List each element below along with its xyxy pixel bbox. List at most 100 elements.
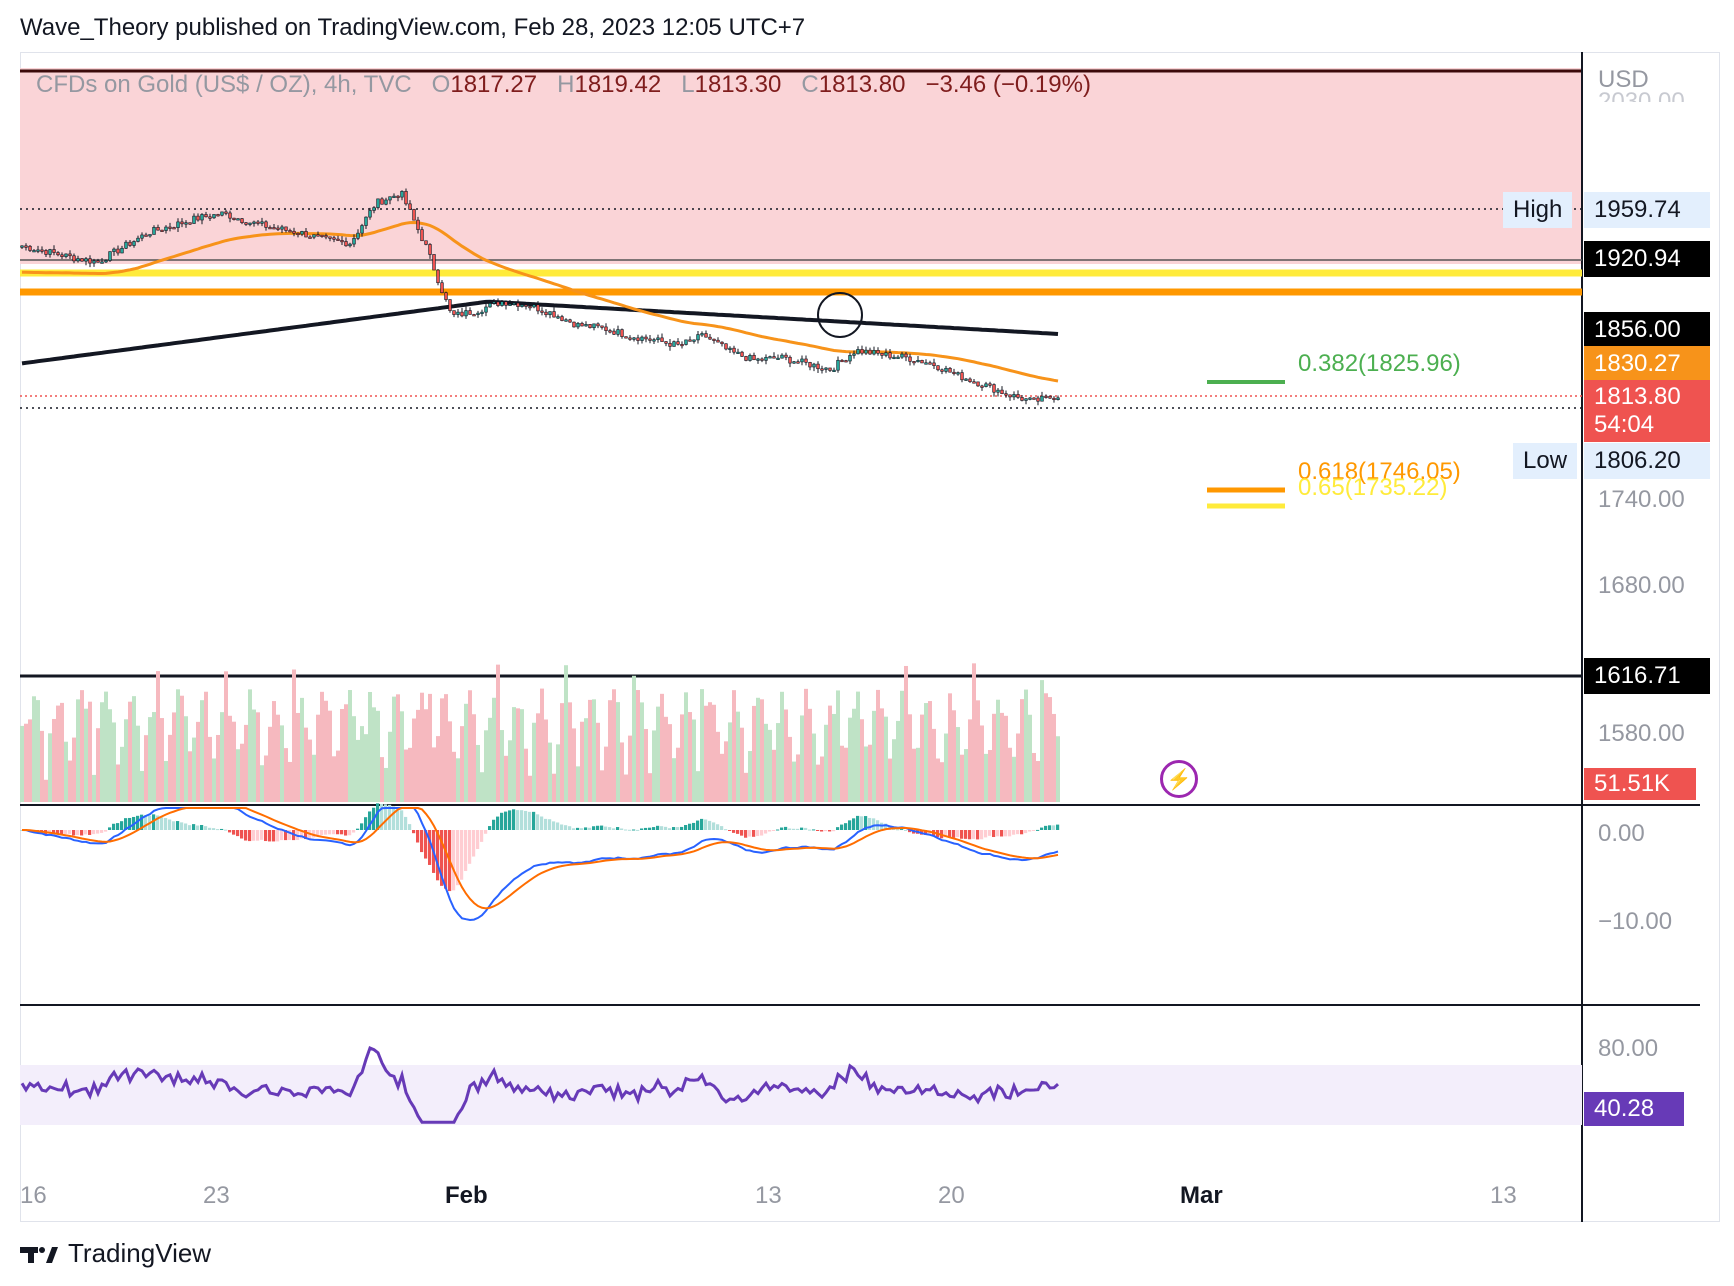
volume-bar — [368, 691, 372, 802]
macd-hist-bar — [416, 830, 420, 843]
candle-body — [972, 381, 976, 384]
candle-body — [608, 330, 612, 333]
candle-body — [292, 230, 296, 234]
macd-hist-bar — [188, 825, 192, 830]
macd-hist-bar — [376, 803, 380, 830]
volume-tag: 51.51K — [1584, 768, 1696, 800]
volume-bar — [160, 718, 164, 802]
candle-body — [696, 334, 700, 341]
time-tick-23: 23 — [203, 1182, 230, 1209]
volume-bar — [32, 696, 36, 802]
candle-body — [668, 342, 672, 347]
candle-body — [284, 226, 288, 231]
low-value-tag: 1806.20 — [1584, 443, 1710, 479]
candle-body — [596, 323, 600, 327]
macd-hist-bar — [500, 812, 504, 830]
macd-hist-bar — [48, 830, 52, 834]
candle-body — [464, 310, 468, 317]
macd-hist-bar — [692, 822, 696, 830]
volume-bar — [164, 761, 168, 802]
candle-body — [1048, 395, 1052, 399]
candle-body — [816, 363, 820, 370]
volume-bar — [804, 688, 808, 802]
candle-body — [252, 221, 256, 224]
volume-bar — [772, 749, 776, 802]
macd-hist-bar — [832, 830, 836, 832]
macd-hist-bar — [1024, 830, 1028, 834]
candle-body — [620, 329, 624, 337]
lightning-icon[interactable]: ⚡ — [1160, 760, 1198, 798]
volume-bar — [880, 708, 884, 802]
volume-bar — [40, 730, 44, 802]
volume-bar — [600, 770, 604, 802]
volume-bar — [920, 714, 924, 802]
macd-hist-bar — [472, 830, 476, 857]
macd-hist-bar — [740, 830, 744, 836]
volume-bar — [376, 710, 380, 802]
tradingview-logo[interactable]: TradingView — [20, 1238, 211, 1269]
candle-body — [288, 230, 292, 233]
macd-hist-bar — [572, 828, 576, 830]
macd-hist-bar — [612, 828, 616, 830]
volume-bar — [896, 720, 900, 802]
volume-bar — [208, 736, 212, 802]
currency-label[interactable]: USD — [1598, 66, 1649, 93]
candle-body — [1008, 394, 1012, 398]
macd-hist-bar — [728, 830, 732, 831]
macd-hist-bar — [488, 826, 492, 830]
volume-bar — [852, 708, 856, 802]
candle-body — [920, 359, 924, 364]
volume-bar — [64, 741, 68, 802]
cross-circle — [817, 292, 863, 338]
candle-body — [804, 358, 808, 363]
volume-bar — [308, 739, 312, 802]
fib-65-label: 0.65(1735.22) — [1298, 474, 1448, 501]
candle-body — [336, 238, 340, 241]
macd-hist-bar — [468, 830, 472, 864]
volume-bar — [1036, 761, 1040, 802]
volume-bar — [692, 719, 696, 802]
macd-hist-bar — [456, 830, 460, 886]
candle-body — [568, 319, 572, 323]
volume-bar — [432, 747, 436, 802]
candle-body — [384, 199, 388, 205]
candle-body — [376, 198, 380, 208]
macd-hist-bar — [452, 830, 456, 891]
candle-body — [156, 227, 160, 231]
macd-hist-bar — [1056, 824, 1060, 830]
volume-bar — [716, 731, 720, 802]
bar-countdown: 54:04 — [1594, 411, 1655, 438]
macd-hist-bar — [136, 815, 140, 830]
volume-bar — [544, 719, 548, 802]
macd-hist-bar — [400, 810, 404, 830]
macd-hist-bar — [208, 827, 212, 830]
candle-body — [400, 191, 404, 198]
candle-body — [68, 253, 72, 257]
volume-bar — [120, 746, 124, 802]
candle-body — [144, 234, 148, 237]
macd-hist-bar — [744, 830, 748, 838]
volume-bar — [176, 689, 180, 802]
macd-hist-bar — [508, 810, 512, 830]
candle-body — [432, 254, 436, 271]
volume-bar — [704, 705, 708, 802]
volume-bar — [372, 707, 376, 802]
volume-bar — [656, 706, 660, 802]
macd-hist-bar — [712, 822, 716, 830]
macd-hist-bar — [68, 830, 72, 834]
macd-hist-bar — [764, 830, 768, 834]
candle-body — [240, 218, 244, 223]
volume-bar — [700, 689, 704, 802]
macd-hist-bar — [992, 830, 996, 838]
macd-hist-bar — [1036, 829, 1040, 831]
candle-body — [724, 343, 728, 350]
candle-body — [420, 229, 424, 242]
macd-hist-bar — [284, 830, 288, 841]
macd-hist-bar — [164, 818, 168, 830]
macd-hist-bar — [708, 820, 712, 830]
macd-hist-bar — [248, 830, 252, 842]
candle-body — [372, 207, 376, 211]
volume-bar — [728, 722, 732, 802]
candle-body — [880, 352, 884, 356]
